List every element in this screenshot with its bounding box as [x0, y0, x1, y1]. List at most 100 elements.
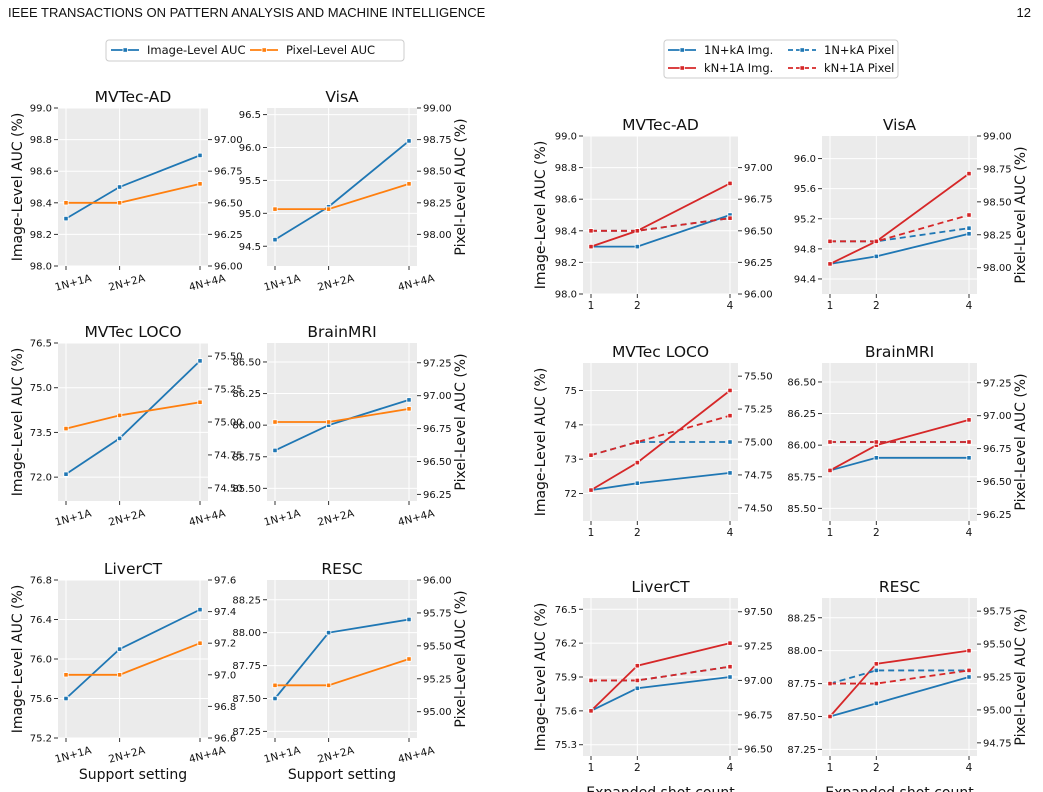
- data-point: [873, 700, 879, 706]
- journal-header: IEEE TRANSACTIONS ON PATTERN ANALYSIS AN…: [8, 5, 486, 20]
- y-tick-label: 86.25: [787, 409, 816, 420]
- y-tick-label: 85.50: [232, 484, 261, 495]
- y2-tick-label: 96.25: [983, 510, 1012, 521]
- y-tick-label: 96.0: [239, 143, 261, 154]
- x-tick-label: 4N+4A: [397, 272, 437, 293]
- chart-title: LiverCT: [631, 578, 690, 596]
- y-tick-label: 94.4: [794, 274, 816, 285]
- y-tick-label: 86.25: [232, 389, 261, 400]
- y2-tick-label: 75.25: [744, 405, 773, 416]
- y2-tick-label: 96.00: [214, 262, 243, 273]
- data-point: [406, 406, 412, 412]
- y2-tick-label: 96.8: [214, 702, 236, 713]
- data-point: [966, 455, 972, 461]
- chart-panel: 98.0 98.2 98.4 98.6 98.8 99.0 96.00 96.25 96.50 9…: [533, 116, 773, 312]
- data-point: [63, 425, 69, 432]
- plot-area: [822, 598, 977, 756]
- y-tick-label: 87.50: [787, 712, 816, 723]
- data-point: [588, 677, 594, 684]
- y-tick-label: 88.00: [787, 646, 816, 657]
- data-point: [827, 238, 833, 244]
- y2-tick-label: 95.25: [983, 673, 1012, 684]
- y2-tick-label: 74.75: [214, 450, 243, 461]
- data-point: [325, 206, 332, 212]
- data-point: [634, 663, 640, 669]
- y-tick-label: 76.5: [555, 605, 577, 616]
- legend-label: kN+1A Img.: [704, 61, 773, 75]
- plot-area: [822, 136, 977, 294]
- y2-tick-label: 98.25: [983, 230, 1012, 241]
- y-tick-label: 98.8: [555, 163, 577, 174]
- y-tick-label: 72: [564, 489, 577, 500]
- y-tick-label: 86.00: [232, 421, 261, 432]
- y-tick-label: 98.0: [555, 290, 577, 301]
- y-tick-label: 74: [564, 420, 577, 431]
- y-tick-label: 76.2: [555, 639, 577, 650]
- x-tick-label: 2: [873, 527, 880, 539]
- data-point: [634, 228, 640, 234]
- y-tick-label: 99.0: [555, 132, 577, 143]
- data-point: [197, 640, 203, 646]
- data-point: [117, 200, 123, 206]
- series-line: [590, 414, 731, 457]
- plot-area: [267, 108, 417, 266]
- x-tick-label: 1: [588, 762, 595, 774]
- data-point: [272, 695, 278, 702]
- data-point: [727, 413, 733, 419]
- y2-tick-label: 97.0: [214, 670, 236, 681]
- page-number: 12: [1016, 5, 1031, 20]
- y2-tick-label: 97.25: [423, 358, 452, 369]
- y2-tick-label: 97.25: [744, 642, 773, 653]
- x-tick-label: 1N+1A: [54, 507, 94, 528]
- y2-tick-label: 96.25: [423, 490, 452, 501]
- y2-tick-label: 75.50: [214, 352, 243, 363]
- data-point: [727, 470, 733, 476]
- y-tick-label: 98.0: [30, 262, 52, 273]
- y2-tick-label: 95.00: [983, 705, 1012, 716]
- data-point: [634, 243, 640, 250]
- y2-tick-label: 96.00: [744, 290, 773, 301]
- x-tick-label: 1N+1A: [263, 272, 303, 293]
- data-point: [634, 439, 640, 445]
- x-tick-label: 4N+4A: [188, 272, 228, 293]
- data-point: [966, 667, 972, 674]
- y2-axis-label: Pixel-Level AUC (%): [453, 118, 469, 255]
- y-tick-label: 87.75: [232, 661, 261, 672]
- y2-tick-label: 98.00: [423, 230, 452, 241]
- y-tick-label: 75.2: [30, 734, 52, 745]
- y2-tick-label: 97.2: [214, 639, 236, 650]
- chart-title: MVTec LOCO: [84, 323, 181, 341]
- y2-tick-label: 95.50: [983, 640, 1012, 651]
- legend-marker: [799, 47, 805, 53]
- y2-axis-label: Pixel-Level AUC (%): [1013, 146, 1029, 283]
- data-point: [873, 661, 879, 667]
- legend-marker: [799, 65, 805, 71]
- plot-area: [58, 343, 208, 501]
- x-tick-label: 4: [727, 762, 734, 774]
- x-tick-label: 2N+2A: [107, 507, 147, 528]
- y2-tick-label: 98.00: [983, 263, 1012, 274]
- y2-tick-label: 98.50: [983, 197, 1012, 208]
- data-point: [197, 358, 203, 364]
- y2-tick-label: 97.6: [214, 576, 236, 587]
- y2-tick-label: 75.25: [214, 385, 243, 396]
- x-tick-label: 1N+1A: [263, 507, 303, 528]
- chart-panel: 94.4 94.8 95.2 95.6 96.0 98.00 98.25 98.50 98.75…: [794, 116, 1029, 312]
- y-tick-label: 98.4: [555, 226, 577, 237]
- data-point: [325, 630, 332, 636]
- data-point: [117, 646, 123, 652]
- data-point: [727, 664, 733, 670]
- y2-tick-label: 96.50: [423, 457, 452, 468]
- y-tick-label: 95.5: [239, 176, 261, 187]
- chart-panel: 87.25 87.50 87.75 88.00 88.25 95.00 95.25 95.50…: [232, 560, 469, 783]
- data-point: [406, 616, 412, 623]
- y-tick-label: 75.0: [30, 383, 52, 394]
- data-point: [966, 648, 972, 654]
- x-axis-label: Expanded shot count: [825, 785, 974, 792]
- data-point: [966, 225, 972, 231]
- data-point: [406, 397, 412, 403]
- x-tick-label: 1: [588, 300, 595, 312]
- data-point: [197, 399, 203, 405]
- y2-tick-label: 74.50: [744, 503, 773, 514]
